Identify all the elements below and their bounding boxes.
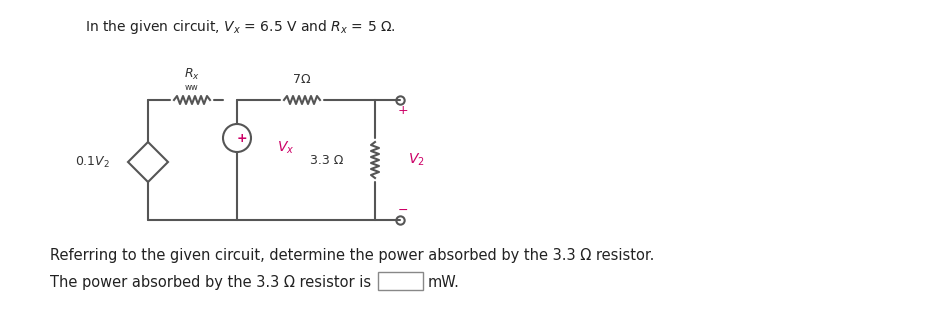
- Text: −: −: [398, 204, 408, 216]
- Text: 3.3 Ω: 3.3 Ω: [310, 153, 343, 167]
- Text: In the given circuit, $V_x$ = 6.5 V and $R_x$ = 5 Ω.: In the given circuit, $V_x$ = 6.5 V and …: [85, 18, 396, 36]
- Text: ww: ww: [185, 83, 199, 92]
- Text: The power absorbed by the 3.3 Ω resistor is: The power absorbed by the 3.3 Ω resistor…: [50, 275, 371, 290]
- Text: mW.: mW.: [428, 275, 459, 290]
- Text: $V_2$: $V_2$: [408, 152, 425, 168]
- Text: $0.1V_2$: $0.1V_2$: [75, 154, 110, 169]
- Text: +: +: [237, 132, 247, 144]
- Text: $V_x$: $V_x$: [277, 140, 295, 156]
- FancyBboxPatch shape: [378, 272, 423, 290]
- Text: +: +: [398, 103, 408, 117]
- Text: $R_x$: $R_x$: [184, 67, 200, 82]
- Text: 7Ω: 7Ω: [293, 73, 311, 86]
- Text: Referring to the given circuit, determine the power absorbed by the 3.3 Ω resist: Referring to the given circuit, determin…: [50, 248, 655, 263]
